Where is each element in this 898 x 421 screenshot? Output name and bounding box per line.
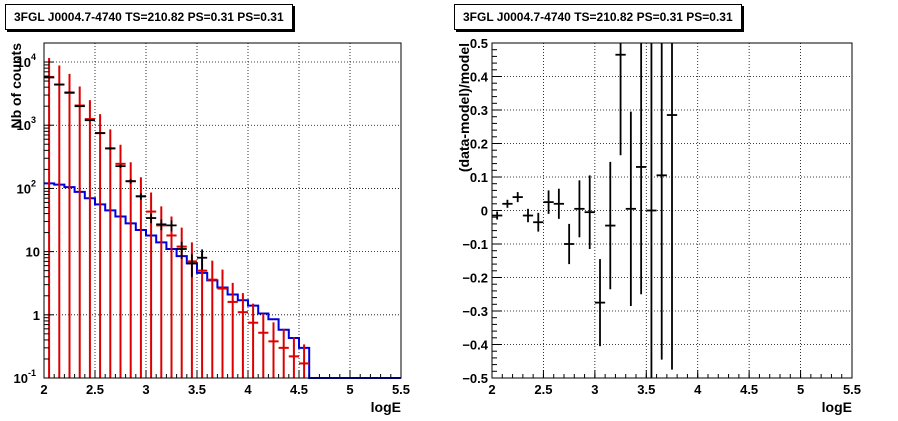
left-x-tick-label: 5 [346,382,353,397]
left-x-tick-label: 2 [40,382,47,397]
right-y-tick-label: −0.3 [462,304,488,319]
left-x-axis-title: logE [371,399,401,415]
left-plot-frame [43,42,402,379]
left-x-tick-label: 3 [142,382,149,397]
left-x-tick-label: 5.5 [392,382,410,397]
right-x-tick-label: 2.5 [534,382,552,397]
right-y-tick-label: −0.2 [462,271,488,286]
right-y-tick-label: 0.5 [470,36,488,51]
right-x-tick-label: 3 [591,382,598,397]
left-y-tick-label: 102 [17,178,36,196]
left-x-tick-label: 3.5 [188,382,206,397]
left-y-tick-label: 1 [33,308,40,323]
left-x-tick-label: 4 [244,382,252,397]
right-x-axis-title: logE [822,399,852,415]
right-y-axis-title: (data-model)/model [456,43,472,172]
right-x-tick-label: 3.5 [637,382,655,397]
right-y-tick-label: 0.4 [470,70,489,85]
right-y-tick-label: 0.3 [470,103,488,118]
left-y-tick-label: 10-1 [14,368,36,386]
left-x-tick-label: 2.5 [86,382,104,397]
left-y-axis-title: Nb of counts [8,43,24,129]
left-y-tick-label: 10 [26,245,40,260]
right-x-tick-label: 4 [694,382,702,397]
right-y-tick-label: −0.5 [462,371,488,386]
right-y-tick-label: −0.1 [462,237,488,252]
right-x-tick-label: 2 [488,382,495,397]
right-chart-title: 3FGL J0004.7-4740 TS=210.82 PS=0.31 PS=0… [454,4,742,30]
left-chart-title: 3FGL J0004.7-4740 TS=210.82 PS=0.31 PS=0… [5,4,293,30]
right-y-tick-label: 0.2 [470,137,488,152]
right-y-tick-label: 0.1 [470,170,488,185]
left-x-tick-label: 4.5 [290,382,308,397]
right-x-tick-label: 5 [797,382,804,397]
right-x-tick-label: 4.5 [740,382,758,397]
right-y-tick-label: 0 [481,204,488,219]
right-x-tick-label: 5.5 [843,382,861,397]
right-y-tick-label: −0.4 [462,338,488,353]
